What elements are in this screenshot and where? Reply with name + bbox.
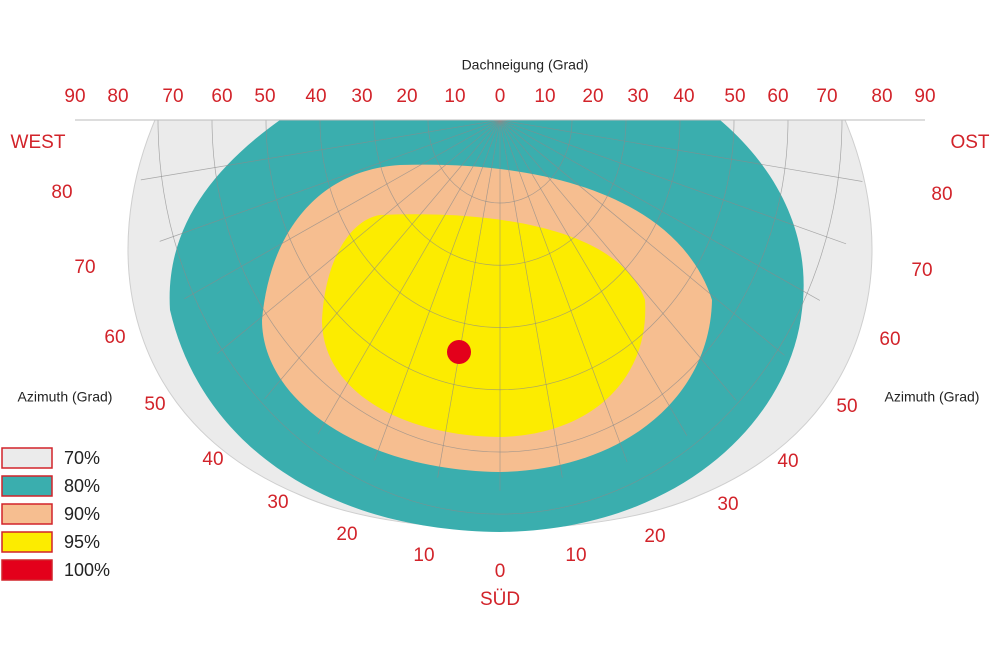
azimuth-tick-label: 20	[336, 524, 357, 545]
grid-arc	[157, 119, 843, 515]
grid-radial	[499, 119, 785, 356]
grid-radial	[140, 119, 501, 181]
tick-labels: 90 80 70 60 50 40 30 20 10 0 10 20 30 40 50 60 70 80 90 80 7…	[51, 86, 952, 582]
top-title: Dachneigung (Grad)	[462, 57, 589, 73]
legend-swatch	[1, 475, 53, 497]
azimuth-tick-label: 40	[777, 451, 798, 472]
azimuth-tick-label: 0	[495, 561, 506, 582]
tilt-tick-label: 70	[816, 86, 837, 107]
legend-swatch	[1, 559, 53, 581]
legend-label: 90%	[64, 504, 100, 524]
legend-swatch	[1, 503, 53, 525]
grid-radial	[499, 119, 863, 182]
tilt-tick-label: 40	[673, 86, 694, 107]
south-label: SÜD	[480, 589, 520, 610]
east-label: OST	[950, 132, 989, 153]
azimuth-tick-label: 70	[74, 257, 95, 278]
tilt-tick-label: 30	[351, 86, 372, 107]
legend-swatch	[1, 531, 53, 553]
tilt-tick-label: 60	[767, 86, 788, 107]
grid-radial	[499, 119, 737, 401]
tilt-tick-label: 80	[107, 86, 128, 107]
west-label: WEST	[11, 132, 66, 153]
grid-radial	[437, 119, 501, 478]
tilt-tick-label: 50	[254, 86, 275, 107]
azimuth-tick-label: 60	[879, 329, 900, 350]
legend-swatch	[1, 447, 53, 469]
tilt-tick-label: 20	[396, 86, 417, 107]
grid-radial	[264, 119, 501, 400]
tilt-tick-label: 10	[534, 86, 555, 107]
azimuth-tick-label: 10	[565, 545, 586, 566]
azimuth-tick-label: 80	[931, 184, 952, 205]
grid-radial	[374, 119, 501, 461]
zone-95	[322, 214, 646, 437]
grid	[140, 119, 863, 515]
azimuth-tick-label: 70	[911, 260, 932, 281]
tilt-tick-label: 60	[211, 86, 232, 107]
grid-radial	[499, 119, 628, 463]
azimuth-tick-label: 50	[836, 396, 857, 417]
tilt-tick-label: 50	[724, 86, 745, 107]
grid-radial	[184, 119, 501, 300]
azimuth-tick-label: 30	[267, 492, 288, 513]
grid-radial	[216, 119, 501, 354]
grid-radial	[499, 119, 688, 436]
legend-label: 70%	[64, 448, 100, 468]
azimuth-tick-label: 60	[104, 327, 125, 348]
azimuth-tick-label: 10	[413, 545, 434, 566]
grid-radial	[159, 119, 501, 242]
tilt-tick-label: 40	[305, 86, 326, 107]
legend-label: 95%	[64, 532, 100, 552]
tilt-tick-label: 80	[871, 86, 892, 107]
legend-label: 80%	[64, 476, 100, 496]
grid-radial	[499, 119, 847, 245]
tilt-tick-label: 30	[627, 86, 648, 107]
max-point	[447, 340, 471, 364]
azimuth-title: Azimuth (Grad)	[18, 389, 113, 405]
legend: 70% 80% 90% 95% 100%	[1, 447, 110, 581]
tilt-tick-label: 90	[914, 86, 935, 107]
tilt-tick-label: 70	[162, 86, 183, 107]
grid-radial	[499, 119, 820, 301]
legend-label: 100%	[64, 560, 110, 580]
azimuth-tick-label: 30	[717, 494, 738, 515]
tilt-tick-label: 10	[444, 86, 465, 107]
tilt-tick-label: 20	[582, 86, 603, 107]
tilt-tick-label: 90	[64, 86, 85, 107]
grid-radial	[499, 119, 563, 478]
tilt-tick-label: 0	[495, 86, 506, 107]
azimuth-tick-label: 80	[51, 182, 72, 203]
contours	[127, 119, 873, 532]
azimuth-tick-label: 50	[144, 394, 165, 415]
azimuth-title: Azimuth (Grad)	[885, 389, 980, 405]
azimuth-tick-label: 20	[644, 526, 665, 547]
grid-radial	[317, 119, 501, 435]
azimuth-tick-label: 40	[202, 449, 223, 470]
